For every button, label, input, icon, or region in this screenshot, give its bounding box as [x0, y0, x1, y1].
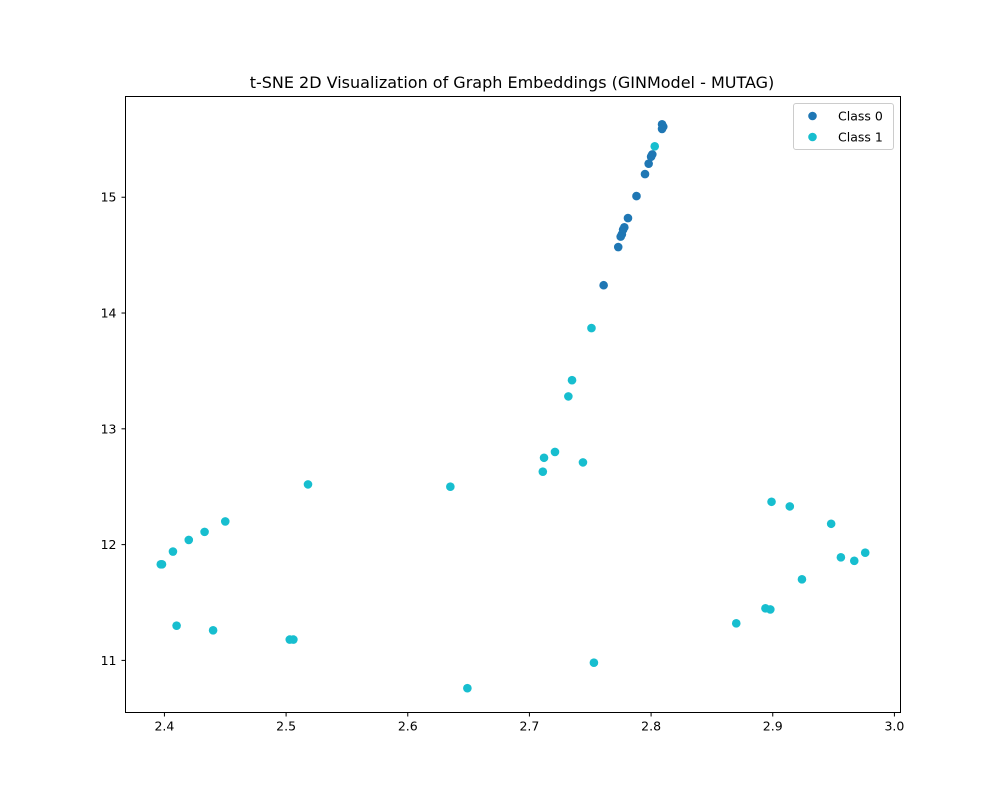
class-0-point: [623, 213, 633, 223]
class-1-point: [168, 547, 178, 556]
y-tick-label: 15: [101, 190, 117, 205]
class-1-point: [200, 527, 209, 537]
class-1-point: [587, 323, 596, 333]
class-0-point: [644, 159, 653, 168]
legend: Class 0 Class 1: [793, 103, 894, 150]
class-1-point: [731, 619, 741, 628]
class-1-point: [539, 453, 549, 463]
x-tick-label: 2.6: [398, 719, 418, 734]
class-1-point: [766, 605, 775, 614]
x-tick-label: 2.4: [154, 719, 174, 734]
y-tick-label: 12: [101, 537, 117, 552]
class-1-point: [767, 497, 776, 507]
x-tick-label: 2.8: [641, 719, 661, 734]
class-1-point: [650, 141, 660, 151]
class-1-point: [538, 467, 548, 476]
class-1-point: [220, 517, 230, 526]
class-1-point: [826, 519, 836, 529]
class-1-point: [550, 447, 560, 457]
class-1-point: [836, 553, 846, 562]
x-tick-label: 2.9: [763, 719, 783, 734]
class-1-point: [156, 559, 166, 569]
class-0-point: [613, 242, 623, 252]
class-0-point: [640, 169, 650, 179]
legend-label: Class 0: [838, 109, 883, 124]
class-1-point: [463, 683, 472, 693]
data-points: [156, 119, 870, 693]
class-1-point: [860, 548, 870, 558]
y-tick-label: 14: [101, 306, 117, 321]
y-tick-label: 13: [101, 421, 117, 436]
class-0-point: [599, 280, 608, 290]
class-1-point: [797, 575, 807, 584]
class-1-point: [785, 502, 795, 511]
x-tick-label: 2.7: [519, 719, 539, 734]
class-0-point: [646, 152, 656, 162]
class-1-point: [567, 375, 577, 385]
class-1-point: [589, 658, 599, 668]
class-1-point: [208, 625, 218, 635]
legend-marker: [808, 111, 817, 121]
x-tick-label: 3.0: [884, 719, 904, 734]
x-tick-label: 2.5: [276, 719, 296, 734]
class-1-point: [446, 482, 455, 492]
class-0-point: [632, 191, 641, 201]
class-0-point: [616, 232, 625, 241]
class-1-point: [172, 621, 181, 630]
class-1-point: [303, 480, 313, 489]
class-0-point: [657, 124, 667, 134]
class-1-point: [289, 635, 298, 644]
legend-label: Class 1: [838, 130, 883, 145]
legend-box: [793, 103, 894, 150]
axis-ticks: 2.4 2.5 2.6 2.7 2.8 2.9 3.0 11 12 13 14 15: [101, 190, 905, 734]
class-1-point: [564, 392, 573, 401]
class-1-point: [578, 458, 588, 467]
plot-area-frame: [125, 96, 901, 713]
y-tick-label: 11: [101, 653, 117, 668]
chart-title: t-SNE 2D Visualization of Graph Embeddin…: [250, 73, 775, 92]
class-1-point: [849, 556, 859, 566]
legend-marker: [808, 132, 817, 142]
class-1-point: [184, 535, 194, 545]
